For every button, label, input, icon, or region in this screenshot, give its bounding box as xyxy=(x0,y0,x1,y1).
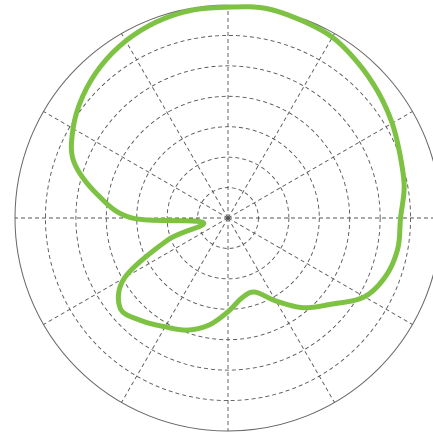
data-series-line xyxy=(68,4,407,333)
angular-gridline xyxy=(227,111,413,219)
angular-gridline xyxy=(121,217,229,403)
angular-gridline xyxy=(227,217,335,403)
angular-gridline xyxy=(43,217,229,325)
angular-gridline xyxy=(121,33,229,219)
radial-gridline xyxy=(75,65,381,371)
angular-gridline xyxy=(227,217,413,325)
radial-gridline xyxy=(166,156,290,280)
angular-gridline xyxy=(227,33,335,219)
